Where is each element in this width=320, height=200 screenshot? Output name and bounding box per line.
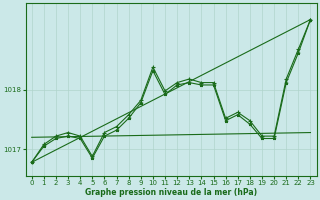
X-axis label: Graphe pression niveau de la mer (hPa): Graphe pression niveau de la mer (hPa) xyxy=(85,188,257,197)
